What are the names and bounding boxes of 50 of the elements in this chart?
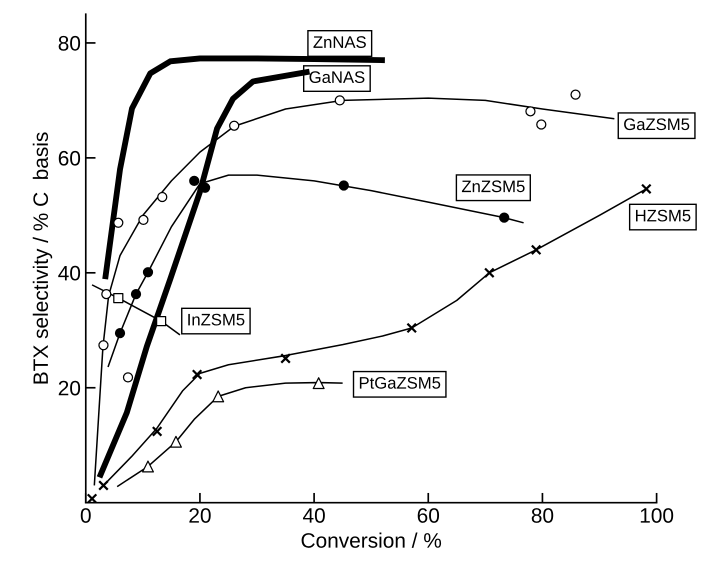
legend-label: GaNAS bbox=[310, 71, 364, 84]
point bbox=[114, 328, 126, 338]
x-tick-label: 20 bbox=[189, 508, 211, 523]
x-tick-label: 0 bbox=[80, 508, 91, 523]
point bbox=[536, 119, 546, 130]
point bbox=[130, 288, 142, 300]
x-tick-label: 100 bbox=[640, 508, 674, 523]
point bbox=[212, 390, 224, 402]
point bbox=[152, 426, 163, 437]
series-label: PtGaZSM5 bbox=[360, 376, 440, 389]
series-label: GaZSM5 bbox=[624, 118, 690, 130]
point bbox=[229, 120, 240, 131]
point bbox=[170, 436, 182, 448]
x-axis-title: Conversion / % bbox=[302, 532, 442, 548]
y-tick-label: 80 bbox=[58, 36, 80, 51]
point bbox=[101, 288, 112, 300]
point bbox=[142, 267, 154, 278]
point bbox=[530, 244, 542, 256]
point bbox=[156, 316, 166, 326]
point bbox=[98, 340, 109, 350]
point bbox=[484, 267, 495, 278]
x-tick-label: 40 bbox=[302, 508, 325, 523]
point bbox=[122, 372, 134, 383]
point bbox=[138, 214, 149, 226]
point bbox=[312, 377, 325, 390]
point bbox=[192, 369, 202, 380]
y-tick-label: 40 bbox=[58, 266, 80, 281]
x-tick-label: 80 bbox=[532, 508, 554, 523]
point bbox=[499, 212, 510, 223]
point bbox=[406, 322, 418, 334]
series-label: HZSM5 bbox=[636, 210, 690, 222]
series-label: ZnNAS bbox=[313, 36, 366, 48]
y-tick-label: 60 bbox=[58, 150, 80, 166]
point bbox=[525, 106, 536, 116]
point bbox=[338, 180, 349, 191]
point bbox=[640, 184, 652, 194]
point bbox=[98, 480, 109, 491]
point bbox=[570, 90, 581, 100]
point bbox=[280, 353, 291, 364]
point bbox=[157, 192, 168, 202]
point bbox=[142, 460, 154, 472]
series-label: ZnZSM5 bbox=[462, 180, 525, 192]
y-axis-title: BTX selectivity / % C basis bbox=[32, 132, 52, 384]
y-tick-label: 20 bbox=[58, 380, 80, 396]
point bbox=[113, 292, 124, 304]
series-label: InZSM5 bbox=[188, 314, 244, 326]
point bbox=[113, 218, 124, 228]
x-tick-label: 60 bbox=[418, 508, 440, 523]
point bbox=[334, 95, 345, 106]
point bbox=[189, 176, 200, 186]
